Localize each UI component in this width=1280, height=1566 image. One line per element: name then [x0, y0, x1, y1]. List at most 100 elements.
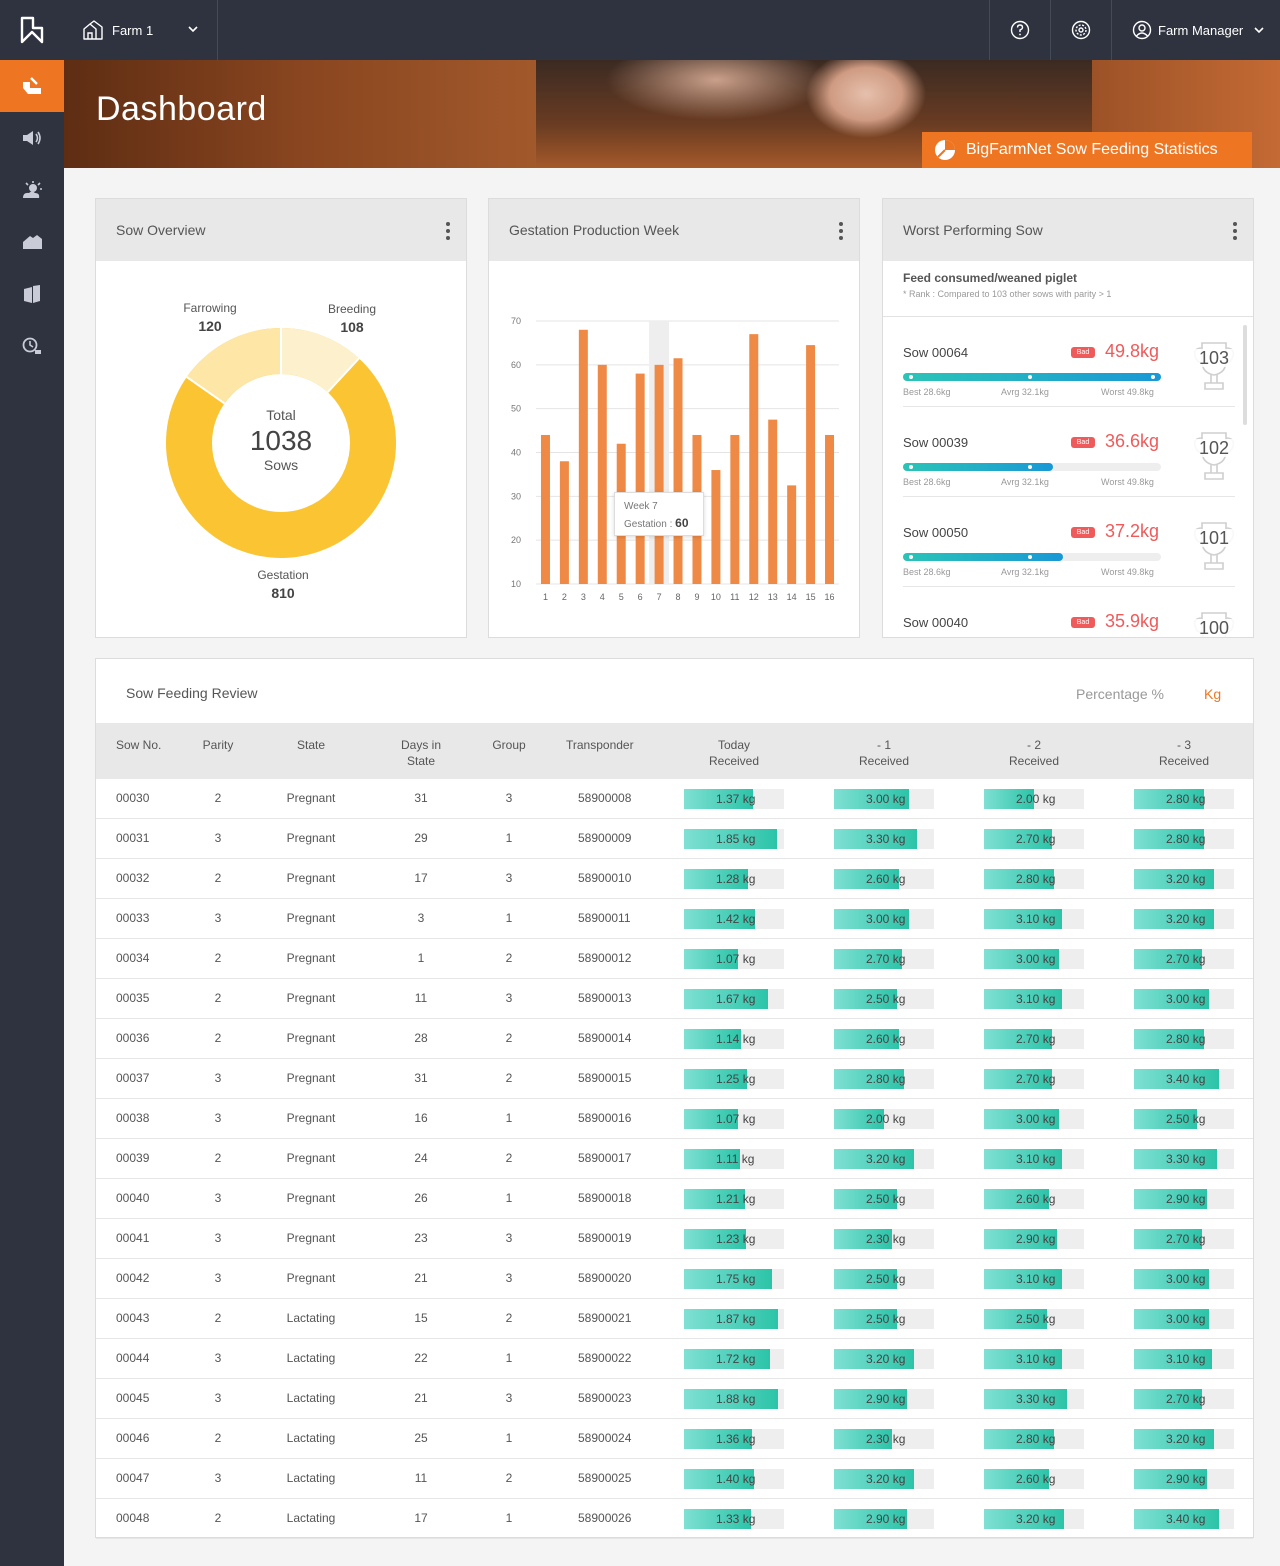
bar-week-6[interactable] — [635, 373, 645, 584]
feed-bar-fill — [984, 1029, 1052, 1049]
table-row[interactable]: 00034 2 Pregnant 1 2 58900012 1.07 kg 2.70 kg 3.… — [96, 939, 1253, 979]
table-row[interactable]: 00030 2 Pregnant 31 3 58900008 1.37 kg 3.00 kg 2… — [96, 779, 1253, 819]
cell-group: 1 — [505, 1191, 513, 1205]
sidebar-item-weather[interactable] — [0, 164, 64, 216]
user-menu[interactable]: Farm Manager — [1111, 0, 1280, 60]
table-row[interactable]: 00037 3 Pregnant 31 2 58900015 1.25 kg 2.80 kg 2… — [96, 1059, 1253, 1099]
worst-label: Worst 49.8kg — [1101, 387, 1154, 397]
bar-week-15[interactable] — [806, 345, 816, 584]
bar-week-7[interactable] — [654, 364, 664, 584]
table-row[interactable]: 00032 2 Pregnant 17 3 58900010 1.28 kg 2.60 kg 2… — [96, 859, 1253, 899]
feed-bar-fill — [984, 1069, 1052, 1089]
cell-parity: 3 — [214, 831, 222, 845]
y-tick-label: 10 — [511, 579, 521, 589]
cell-tr: 58900022 — [578, 1351, 632, 1365]
bar-week-1[interactable] — [540, 434, 550, 584]
feed-bar-today: 1.33 kg — [684, 1509, 784, 1529]
farm-selector[interactable]: Farm 1 — [64, 0, 218, 60]
feed-bar-d1: 2.30 kg — [834, 1429, 934, 1449]
help-button[interactable] — [989, 0, 1050, 60]
column-header[interactable]: - 1 Received — [858, 738, 910, 768]
table-row[interactable]: 00042 3 Pregnant 21 3 58900020 1.75 kg 2.50 kg 3… — [96, 1259, 1253, 1299]
tooltip-value: 60 — [675, 516, 689, 530]
column-header[interactable]: Today Received — [708, 738, 760, 768]
column-header[interactable]: - 3 Received — [1158, 738, 1210, 768]
table-row[interactable]: 00039 2 Pregnant 24 2 58900017 1.11 kg 3.20 kg 3… — [96, 1139, 1253, 1179]
table-row[interactable]: 00033 3 Pregnant 3 1 58900011 1.42 kg 3.00 kg 3.… — [96, 899, 1253, 939]
table-row[interactable]: 00043 2 Lactating 15 2 58900021 1.87 kg 2.50 kg… — [96, 1299, 1253, 1339]
x-tick-label: 13 — [768, 592, 778, 602]
table-row[interactable]: 00046 2 Lactating 25 1 58900024 1.36 kg 2.30 kg… — [96, 1419, 1253, 1459]
worst-sow-row[interactable]: Sow 00050 Bad 37.2kg Best 28.6kg Avrg 32.1kg… — [903, 497, 1235, 587]
column-header[interactable]: Days in State — [400, 738, 441, 768]
card-header: Gestation Production Week — [489, 199, 859, 261]
feed-bar-fill — [984, 789, 1034, 809]
sidebar-item-history[interactable] — [0, 320, 64, 372]
y-tick-label: 60 — [511, 360, 521, 370]
bar-week-16[interactable] — [825, 434, 835, 584]
more-vertical-icon[interactable] — [837, 221, 845, 241]
cell-parity: 2 — [214, 951, 222, 965]
bar-week-8[interactable] — [673, 358, 683, 584]
feed-bar-fill — [1134, 1029, 1204, 1049]
bar-week-2[interactable] — [559, 461, 569, 584]
bar-week-14[interactable] — [787, 485, 797, 584]
worst-sow-row[interactable]: Sow 00039 Bad 36.6kg Best 28.6kg Avrg 32.1kg… — [903, 407, 1235, 497]
table-row[interactable]: 00038 3 Pregnant 16 1 58900016 1.07 kg 2.00 kg 3… — [96, 1099, 1253, 1139]
column-header[interactable]: State — [296, 738, 326, 752]
sidebar-item-announcements[interactable] — [0, 112, 64, 164]
worst-list[interactable]: Sow 00064 Bad 49.8kg Best 28.6kg Avrg 32.1kg… — [883, 317, 1253, 637]
table-row[interactable]: 00036 2 Pregnant 28 2 58900014 1.14 kg 2.60 kg 2… — [96, 1019, 1253, 1059]
feed-bar-d3: 3.20 kg — [1134, 909, 1234, 929]
column-header[interactable]: Group — [492, 738, 526, 752]
feed-bar-today: 1.75 kg — [684, 1269, 784, 1289]
bar-week-12[interactable] — [749, 334, 759, 584]
bar-week-3[interactable] — [578, 329, 588, 584]
farm-buildings-icon — [23, 235, 42, 249]
chart-tooltip: Week 7 Gestation : 60 — [614, 492, 704, 536]
worst-sow-row[interactable]: Sow 00064 Bad 49.8kg Best 28.6kg Avrg 32.1kg… — [903, 317, 1235, 407]
bad-badge: Bad — [1071, 347, 1095, 358]
sidebar-item-buildings[interactable] — [0, 216, 64, 268]
more-vertical-icon[interactable] — [444, 221, 452, 241]
column-header[interactable]: Transponder — [566, 738, 634, 752]
feed-value: 2.00 kg — [866, 1112, 906, 1126]
toggle-percentage[interactable]: Percentage % — [1076, 686, 1164, 702]
performance-fill — [903, 553, 1063, 561]
table-row[interactable]: 00045 3 Lactating 21 3 58900023 1.88 kg 2.90 kg… — [96, 1379, 1253, 1419]
more-vertical-icon[interactable] — [1231, 221, 1239, 241]
bar-week-11[interactable] — [730, 434, 740, 584]
feed-bar-fill — [834, 869, 899, 889]
bar-week-4[interactable] — [597, 364, 607, 584]
settings-button[interactable] — [1050, 0, 1111, 60]
bar-week-10[interactable] — [711, 470, 721, 584]
table-row[interactable]: 00031 3 Pregnant 29 1 58900009 1.85 kg 3.30 kg 2… — [96, 819, 1253, 859]
scrollbar-thumb[interactable] — [1243, 325, 1247, 425]
column-header[interactable]: - 2 Received — [1008, 738, 1060, 768]
bar-week-13[interactable] — [768, 419, 778, 584]
cell-tr: 58900019 — [578, 1231, 632, 1245]
table-row[interactable]: 00048 2 Lactating 17 1 58900026 1.33 kg 2.90 kg… — [96, 1499, 1253, 1539]
feed-bar-fill — [684, 949, 738, 969]
cell-state: Pregnant — [286, 1231, 336, 1245]
toggle-kg[interactable]: Kg — [1204, 686, 1222, 702]
sidebar-item-dashboard[interactable] — [0, 60, 64, 112]
table-row[interactable]: 00040 3 Pregnant 26 1 58900018 1.21 kg 2.50 kg 2… — [96, 1179, 1253, 1219]
table-row[interactable]: 00041 3 Pregnant 23 3 58900019 1.23 kg 2.30 kg 2… — [96, 1219, 1253, 1259]
column-header[interactable]: Sow No. — [116, 738, 162, 752]
sidebar-item-reports[interactable] — [0, 268, 64, 320]
feed-bar-d3: 3.00 kg — [1134, 989, 1234, 1009]
table-row[interactable]: 00047 3 Lactating 11 2 58900025 1.40 kg 3.20 kg… — [96, 1459, 1253, 1499]
feed-bar-d3: 3.40 kg — [1134, 1069, 1234, 1089]
logo-icon[interactable] — [0, 0, 64, 60]
table-row[interactable]: 00044 3 Lactating 22 1 58900022 1.72 kg 3.20 kg… — [96, 1339, 1253, 1379]
feed-value: 1.28 kg — [716, 872, 756, 886]
cell-tr: 58900013 — [578, 991, 632, 1005]
sow-feeding-statistics-button[interactable]: BigFarmNet Sow Feeding Statistics — [922, 132, 1252, 168]
column-header[interactable]: Parity — [202, 738, 234, 752]
cell-days: 26 — [414, 1191, 428, 1205]
table-row[interactable]: 00035 2 Pregnant 11 3 58900013 1.67 kg 2.50 kg 3… — [96, 979, 1253, 1019]
feed-bar-d2: 2.60 kg — [984, 1189, 1084, 1209]
feed-bar-fill — [684, 869, 748, 889]
